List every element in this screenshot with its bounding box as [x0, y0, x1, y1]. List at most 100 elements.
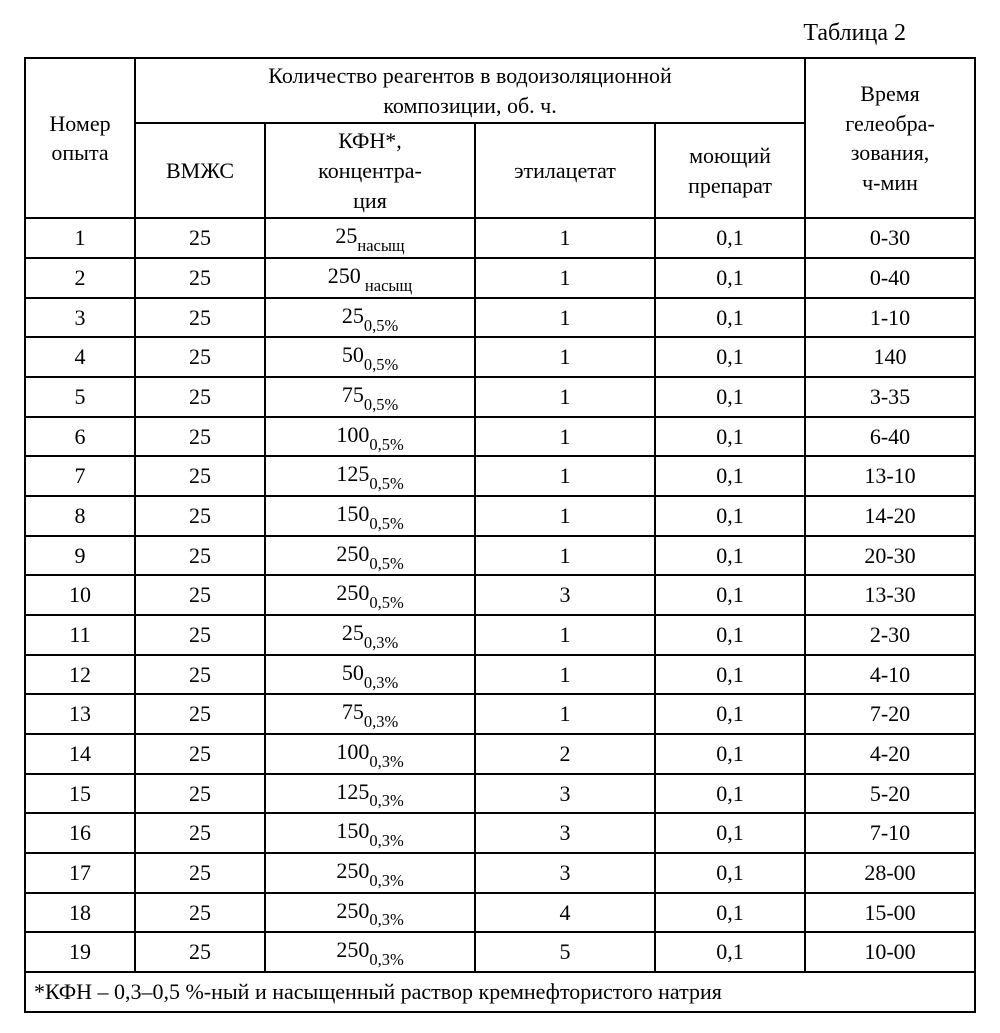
header-experiment-number: Номер опыта — [25, 58, 135, 218]
cell-time: 3-35 — [805, 377, 975, 417]
cell-detergent: 0,1 — [655, 496, 805, 536]
cell-time: 15-00 — [805, 893, 975, 933]
cell-ethylacetate: 3 — [475, 774, 655, 814]
table-row: 12525насыщ10,10-30 — [25, 218, 975, 258]
cell-ethylacetate: 1 — [475, 615, 655, 655]
cell-detergent: 0,1 — [655, 575, 805, 615]
cell-vmzhs: 25 — [135, 774, 265, 814]
cell-detergent: 0,1 — [655, 258, 805, 298]
header-kfn: КФН*, концентра- ция — [265, 123, 475, 218]
cell-vmzhs: 25 — [135, 932, 265, 972]
cell-vmzhs: 25 — [135, 853, 265, 893]
cell-detergent: 0,1 — [655, 615, 805, 655]
cell-kfn: 1250,5% — [265, 456, 475, 496]
cell-time: 6-40 — [805, 417, 975, 457]
table-row: 15251250,3%30,15-20 — [25, 774, 975, 814]
table-row: 225250 насыщ10,10-40 — [25, 258, 975, 298]
cell-time: 7-20 — [805, 694, 975, 734]
cell-ethylacetate: 1 — [475, 377, 655, 417]
cell-detergent: 0,1 — [655, 893, 805, 933]
cell-kfn: 750,5% — [265, 377, 475, 417]
cell-vmzhs: 25 — [135, 734, 265, 774]
cell-time: 0-30 — [805, 218, 975, 258]
table-row: 6251000,5%10,16-40 — [25, 417, 975, 457]
cell-number: 17 — [25, 853, 135, 893]
kfn-value: 125 — [336, 779, 369, 804]
kfn-value: 150 — [336, 818, 369, 843]
cell-detergent: 0,1 — [655, 456, 805, 496]
cell-kfn: 2500,5% — [265, 575, 475, 615]
kfn-value: 250 — [336, 898, 369, 923]
kfn-subscript: 0,3% — [369, 910, 403, 929]
kfn-subscript: 0,5% — [369, 514, 403, 533]
kfn-subscript: 0,5% — [369, 554, 403, 573]
table-row: 1225500,3%10,14-10 — [25, 655, 975, 695]
kfn-subscript: насыщ — [357, 236, 404, 255]
cell-ethylacetate: 3 — [475, 813, 655, 853]
kfn-subscript: 0,3% — [369, 791, 403, 810]
cell-ethylacetate: 3 — [475, 575, 655, 615]
cell-time: 14-20 — [805, 496, 975, 536]
cell-ethylacetate: 1 — [475, 258, 655, 298]
kfn-subscript: 0,5% — [364, 395, 398, 414]
header-ethylacetate: этилацетат — [475, 123, 655, 218]
kfn-value: 25 — [342, 620, 364, 645]
cell-vmzhs: 25 — [135, 377, 265, 417]
kfn-value: 25 — [335, 223, 357, 248]
header-gel-time: Время гелеобра- зования, ч-мин — [805, 58, 975, 218]
kfn-subscript: 0,3% — [364, 673, 398, 692]
cell-detergent: 0,1 — [655, 655, 805, 695]
cell-number: 7 — [25, 456, 135, 496]
kfn-value: 250 — [328, 263, 361, 288]
kfn-value: 250 — [336, 541, 369, 566]
kfn-subscript: 0,3% — [364, 712, 398, 731]
cell-number: 6 — [25, 417, 135, 457]
cell-number: 1 — [25, 218, 135, 258]
kfn-subscript: 0,5% — [364, 316, 398, 335]
table-row: 10252500,5%30,113-30 — [25, 575, 975, 615]
cell-ethylacetate: 1 — [475, 655, 655, 695]
kfn-value: 250 — [336, 580, 369, 605]
cell-detergent: 0,1 — [655, 932, 805, 972]
cell-number: 10 — [25, 575, 135, 615]
cell-ethylacetate: 1 — [475, 496, 655, 536]
table-row: 7251250,5%10,113-10 — [25, 456, 975, 496]
cell-number: 19 — [25, 932, 135, 972]
header-vmzhs: ВМЖС — [135, 123, 265, 218]
kfn-subscript: 0,5% — [369, 593, 403, 612]
cell-detergent: 0,1 — [655, 813, 805, 853]
cell-vmzhs: 25 — [135, 813, 265, 853]
hdr-text: Количество реагентов в водоизоляционной — [268, 63, 672, 88]
cell-kfn: 250,3% — [265, 615, 475, 655]
cell-time: 4-20 — [805, 734, 975, 774]
kfn-subscript: 0,3% — [369, 950, 403, 969]
cell-vmzhs: 25 — [135, 496, 265, 536]
hdr-text: препарат — [688, 173, 772, 198]
cell-kfn: 2500,5% — [265, 536, 475, 576]
cell-number: 18 — [25, 893, 135, 933]
table-body: 12525насыщ10,10-30225250 насыщ10,10-4032… — [25, 218, 975, 971]
kfn-subscript: 0,3% — [369, 831, 403, 850]
cell-vmzhs: 25 — [135, 456, 265, 496]
cell-vmzhs: 25 — [135, 298, 265, 338]
hdr-text: концентра- — [318, 158, 422, 183]
hdr-text: ция — [353, 188, 387, 213]
kfn-value: 100 — [336, 422, 369, 447]
cell-time: 13-30 — [805, 575, 975, 615]
cell-vmzhs: 25 — [135, 655, 265, 695]
cell-time: 13-10 — [805, 456, 975, 496]
cell-time: 4-10 — [805, 655, 975, 695]
table-row: 18252500,3%40,115-00 — [25, 893, 975, 933]
cell-detergent: 0,1 — [655, 853, 805, 893]
cell-detergent: 0,1 — [655, 218, 805, 258]
cell-detergent: 0,1 — [655, 694, 805, 734]
cell-vmzhs: 25 — [135, 575, 265, 615]
kfn-value: 250 — [336, 858, 369, 883]
table-row: 1325750,3%10,17-20 — [25, 694, 975, 734]
table-footnote: *КФН – 0,3–0,5 %-ный и насыщенный раство… — [25, 972, 975, 1012]
kfn-subscript: 0,3% — [369, 752, 403, 771]
kfn-subscript: 0,3% — [369, 871, 403, 890]
cell-time: 28-00 — [805, 853, 975, 893]
cell-ethylacetate: 1 — [475, 417, 655, 457]
cell-kfn: 1000,5% — [265, 417, 475, 457]
